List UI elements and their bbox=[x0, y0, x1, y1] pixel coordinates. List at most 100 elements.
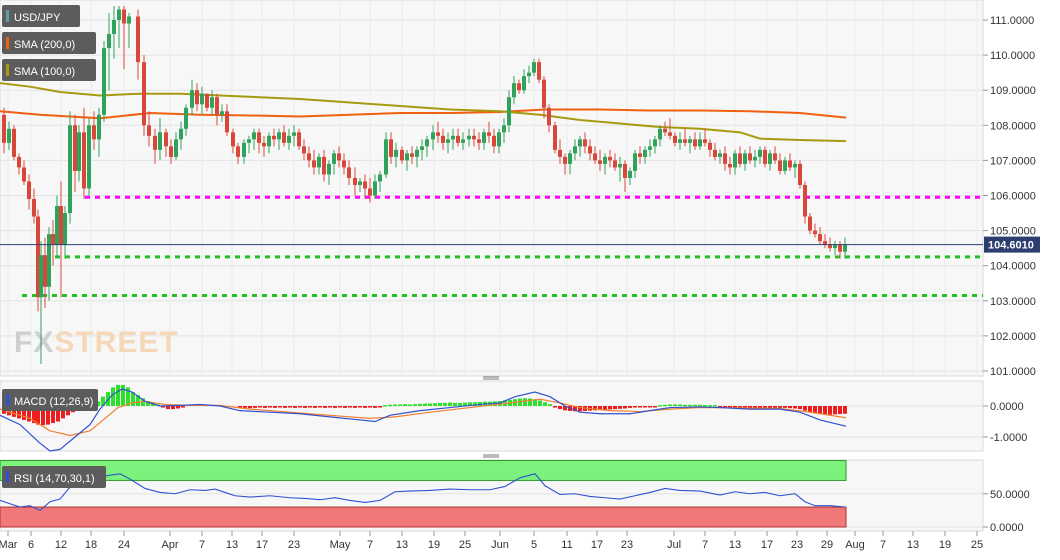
macd-bar bbox=[843, 406, 847, 414]
macd-bar bbox=[458, 402, 462, 406]
macd-bar bbox=[433, 403, 437, 406]
candle bbox=[673, 132, 677, 147]
legend-sma200[interactable]: SMA (200,0) bbox=[2, 32, 96, 54]
macd-bar bbox=[131, 392, 135, 406]
macd-bar bbox=[61, 406, 65, 419]
candle bbox=[833, 241, 837, 256]
candle bbox=[818, 227, 822, 245]
macd-bar bbox=[268, 406, 272, 408]
candle bbox=[568, 149, 572, 175]
y-tick-label: 109.0000 bbox=[990, 85, 1036, 97]
candle bbox=[467, 128, 471, 147]
candle bbox=[758, 146, 762, 164]
macd-signal-line bbox=[0, 398, 847, 437]
macd-bar bbox=[688, 404, 692, 407]
macd-bar bbox=[608, 406, 612, 410]
macd-bar bbox=[658, 405, 662, 407]
macd-bar bbox=[648, 406, 652, 408]
candle bbox=[507, 90, 511, 133]
legend-symbol[interactable]: USD/JPY bbox=[2, 5, 80, 27]
rsi-tick-label: 50.0000 bbox=[990, 489, 1030, 501]
candle bbox=[327, 160, 331, 185]
candle bbox=[27, 174, 31, 210]
candle bbox=[332, 149, 336, 175]
macd-bar bbox=[538, 400, 542, 406]
legend-macd-label: MACD (12,26,9) bbox=[14, 396, 93, 408]
x-tick-label: 5 bbox=[531, 539, 537, 551]
candle bbox=[122, 5, 126, 70]
macd-bar bbox=[468, 402, 472, 406]
macd-bar bbox=[603, 406, 607, 410]
candle bbox=[798, 160, 802, 189]
candle bbox=[158, 118, 162, 161]
candle bbox=[184, 104, 188, 136]
candle bbox=[174, 132, 178, 161]
x-tick-label: 19 bbox=[428, 539, 440, 551]
candle bbox=[838, 241, 842, 259]
candle bbox=[43, 237, 47, 308]
candle bbox=[282, 125, 286, 147]
candle bbox=[502, 118, 506, 143]
macd-bar bbox=[718, 406, 722, 408]
x-tick-label: 25 bbox=[971, 539, 983, 551]
candle bbox=[347, 160, 351, 185]
macd-bar bbox=[593, 406, 597, 411]
candle bbox=[512, 76, 516, 105]
legend-sma100[interactable]: SMA (100,0) bbox=[2, 59, 96, 81]
macd-bar bbox=[678, 404, 682, 406]
macd-bar bbox=[428, 403, 432, 406]
splitter-handle-1[interactable] bbox=[483, 376, 499, 380]
macd-bar bbox=[783, 406, 787, 408]
x-tick-label: 29 bbox=[821, 539, 833, 551]
legend-rsi[interactable]: RSI (14,70,30,1) bbox=[2, 466, 106, 488]
candle bbox=[164, 128, 168, 157]
candle bbox=[613, 153, 617, 171]
candle bbox=[583, 132, 587, 154]
macd-tick-label: 0.0000 bbox=[990, 401, 1024, 413]
legend-macd[interactable]: MACD (12,26,9) bbox=[2, 389, 98, 411]
x-tick-label: Mar bbox=[0, 539, 18, 551]
candle bbox=[441, 128, 445, 150]
x-tick-label: 13 bbox=[907, 539, 919, 551]
x-tick-label: Aug bbox=[845, 539, 865, 551]
candle bbox=[415, 146, 419, 168]
candle bbox=[77, 125, 81, 182]
macd-bar bbox=[363, 406, 367, 408]
main-panel bbox=[0, 0, 984, 377]
macd-bar bbox=[653, 406, 657, 408]
candle bbox=[553, 121, 557, 154]
candle bbox=[147, 111, 151, 147]
macd-bar bbox=[728, 406, 732, 408]
splitter-handle-2[interactable] bbox=[483, 454, 499, 458]
macd-bar bbox=[813, 406, 817, 414]
candle bbox=[405, 149, 409, 171]
candle bbox=[247, 135, 251, 154]
candle bbox=[2, 107, 6, 154]
candle bbox=[633, 149, 637, 178]
macd-bar bbox=[413, 404, 417, 406]
candle bbox=[653, 135, 657, 154]
macd-bar bbox=[258, 406, 262, 408]
y-tick-label: 102.0000 bbox=[990, 331, 1036, 343]
macd-bar bbox=[418, 403, 422, 406]
current-price-label: 104.6010 bbox=[988, 240, 1034, 252]
legend-symbol-label: USD/JPY bbox=[14, 12, 61, 24]
macd-bar bbox=[166, 406, 170, 410]
candle bbox=[36, 209, 40, 312]
candle bbox=[658, 125, 662, 147]
x-tick-label: 19 bbox=[939, 539, 951, 551]
candle bbox=[678, 132, 682, 150]
x-tick-label: 18 bbox=[85, 539, 97, 551]
macd-bar bbox=[633, 406, 637, 408]
macd-bar bbox=[838, 406, 842, 415]
y-tick-label: 104.0000 bbox=[990, 261, 1036, 273]
macd-bar bbox=[22, 406, 26, 420]
candle bbox=[703, 128, 707, 147]
x-tick-label: 23 bbox=[288, 539, 300, 551]
macd-bar bbox=[36, 406, 40, 425]
candle bbox=[373, 174, 377, 200]
macd-bar bbox=[723, 406, 727, 408]
candle bbox=[527, 65, 531, 84]
candle bbox=[394, 142, 398, 168]
candle bbox=[431, 125, 435, 150]
